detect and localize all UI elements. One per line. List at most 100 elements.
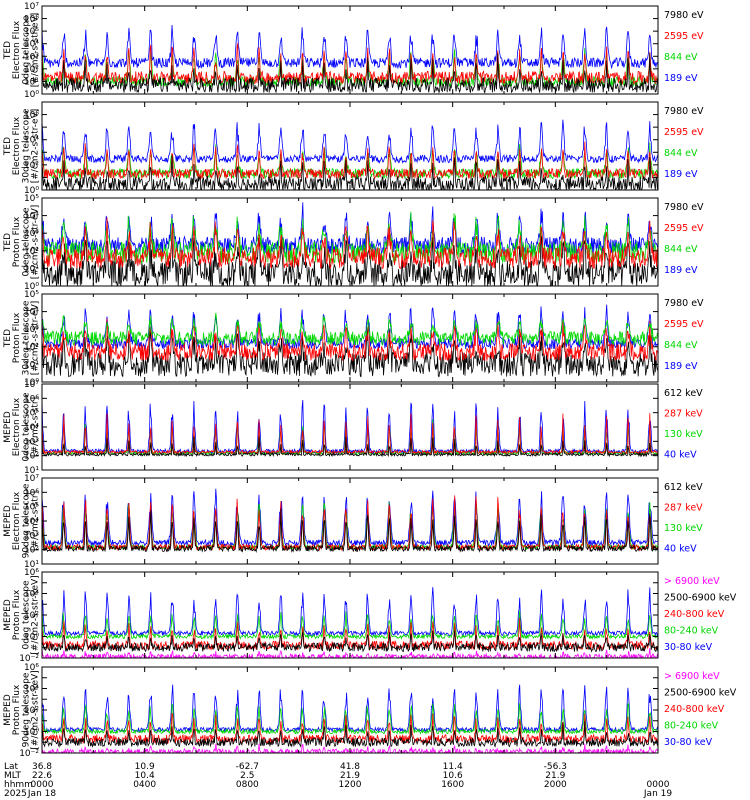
y-axis-label: MEPED Proton Flux 0deg telescope [#/cm2-s-s… (3, 575, 41, 654)
x-axis-value: -56.3 (544, 762, 567, 772)
y-tick-label: 10¹ (24, 264, 39, 274)
y-tick-label: 10¹ (24, 560, 39, 570)
legend-entry: 287 keV (664, 502, 703, 513)
legend-entry: 80-240 keV (664, 626, 719, 637)
y-tick-label: 10² (24, 247, 39, 257)
series-trace-blue (42, 202, 658, 256)
y-tick-label: 10⁴ (24, 685, 39, 695)
series-trace-green (42, 608, 658, 641)
legend-entry: 240-800 keV (664, 609, 725, 620)
series-trace-blue (42, 488, 658, 548)
x-axis-row-label: hhmm (4, 780, 33, 790)
y-tick-label: 10⁴ (24, 517, 39, 527)
y-axis-label-line: Electron Flux (12, 491, 22, 550)
legend-entry: 80-240 keV (664, 721, 719, 732)
legend-entry: 2500-6900 keV (664, 593, 737, 604)
y-tick-label: 10⁴ (24, 40, 39, 50)
x-axis-value: Jan 19 (643, 789, 672, 799)
series-trace-green (42, 703, 658, 735)
y-axis-label-line: Electron Flux (12, 116, 22, 175)
y-axis-label-line: [#/cm2-s-str] (31, 491, 41, 551)
y-tick-label: 10⁷ (24, 474, 39, 484)
legend-entry: > 6900 keV (664, 576, 720, 587)
y-axis-label: TED Electron Flux 30deg telescope [#/cm2-s-… (3, 108, 41, 183)
y-axis-label-line: [#/cm2-s-str-eV] (31, 301, 41, 376)
legend-entry: 130 keV (664, 523, 703, 534)
legend-entry: 30-80 keV (664, 737, 713, 748)
y-tick-label: 10⁴ (24, 423, 39, 433)
x-axis-value: 21.9 (545, 771, 565, 781)
y-axis-label-line: Proton Flux (12, 684, 22, 735)
x-axis-value: 0800 (236, 780, 259, 790)
panel-5-traces (42, 397, 658, 458)
x-axis-value: 0000 (31, 780, 54, 790)
y-tick-label: 10² (24, 343, 39, 353)
y-tick-label: 10¹ (24, 77, 39, 87)
y-tick-label: 10³ (24, 531, 39, 541)
y-axis-label-line: [#/cm2-s-str-keV] (31, 670, 41, 749)
x-axis-value: 41.8 (340, 762, 360, 772)
legend-entry: 612 keV (664, 388, 703, 399)
y-axis-label-line: Proton Flux (12, 589, 22, 640)
x-axis-value: -62.7 (236, 762, 259, 772)
y-axis-label-line: MEPED (3, 599, 13, 631)
series-trace-black (42, 721, 658, 748)
y-axis-label-line: TED (3, 233, 13, 252)
x-axis-row-label: 2025 (4, 789, 27, 799)
y-tick-label: 10³ (24, 437, 39, 447)
x-axis-value: Jan 18 (27, 789, 56, 799)
y-tick-label: 10² (24, 611, 39, 621)
y-tick-label: 10⁻² (19, 749, 39, 759)
legend-entry: 189 eV (664, 361, 698, 372)
panel-6-traces (42, 488, 658, 553)
y-tick-label: 10⁵ (24, 503, 39, 513)
panel-frame (41, 477, 659, 565)
y-tick-label: 10³ (24, 325, 39, 335)
y-tick-label: 10⁶ (24, 394, 39, 404)
y-tick-label: 10⁵ (24, 27, 39, 37)
series-trace-red (42, 413, 658, 455)
y-axis-label-line: [#/cm2-s-str] (31, 397, 41, 457)
y-tick-label: 10⁰ (24, 282, 39, 292)
y-tick-label: 10² (24, 452, 39, 462)
y-axis-label-line: Electron Flux (12, 20, 22, 79)
y-axis-label-line: MEPED (3, 411, 13, 443)
legend-entry: 2595 eV (664, 319, 704, 330)
series-trace-blue (42, 397, 658, 456)
legend-entry: 2595 eV (664, 127, 704, 138)
series-trace-blue (42, 24, 658, 70)
y-axis-label-line: [#/cm2-s-str-keV] (31, 575, 41, 654)
x-axis-value: 1200 (339, 780, 362, 790)
x-axis-value: 22.6 (32, 771, 52, 781)
y-axis-label-line: Proton Flux (12, 312, 22, 363)
legend-entry: 2500-6900 keV (664, 688, 737, 699)
y-tick-label: 10⁵ (24, 409, 39, 419)
y-tick-label: 10³ (24, 52, 39, 62)
y-tick-label: 10² (24, 706, 39, 716)
panel-8-traces (42, 684, 658, 753)
y-tick-label: 10⁷ (24, 2, 39, 12)
y-tick-label: 10⁵ (24, 290, 39, 300)
series-trace-black (42, 630, 658, 653)
y-axis-label: TED Proton Flux 30deg telescope [#/cm2-s-st… (3, 300, 41, 375)
legend-entry: 130 keV (664, 429, 703, 440)
legend-entry: 612 keV (664, 482, 703, 493)
y-axis-label: TED Electron Flux 0deg telescope [#/cm2-s-s… (3, 13, 41, 88)
series-trace-black (42, 53, 658, 94)
panel-3-traces (42, 202, 658, 286)
y-axis-label: MEPED Electron Flux 0deg telescope [#/cm2-s… (3, 392, 41, 462)
series-trace-red (42, 217, 658, 270)
legend-entry: 2595 eV (664, 31, 704, 42)
legend-entry: 844 eV (664, 340, 698, 351)
y-axis-label-line: Proton Flux (12, 216, 22, 267)
legend-entry: 189 eV (664, 73, 698, 84)
legend-entry: > 6900 keV (664, 671, 720, 682)
y-axis-label-line: [#/cm2-s-str-eV] (31, 13, 41, 88)
